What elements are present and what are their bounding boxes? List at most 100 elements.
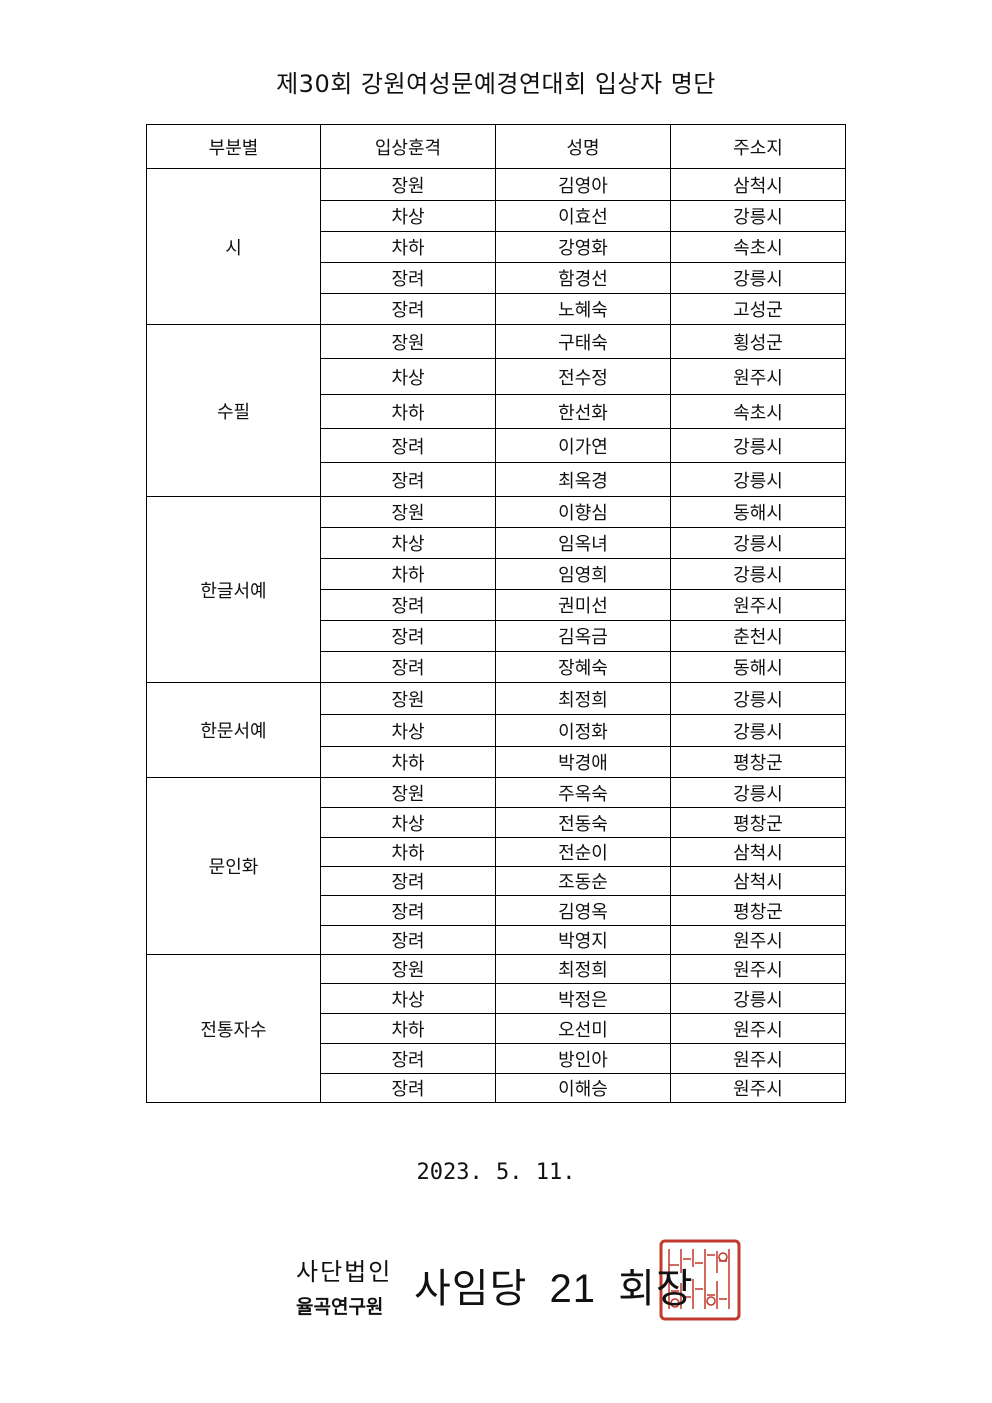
award-cell: 장려 <box>320 895 496 926</box>
award-cell: 차하 <box>320 231 496 263</box>
address-cell: 고성군 <box>670 293 846 325</box>
address-cell: 강릉시 <box>670 777 846 808</box>
table-row: 장려 권미선 원주시 <box>147 589 846 621</box>
name-cell: 함경선 <box>495 262 671 294</box>
name-cell: 이정화 <box>495 714 671 747</box>
name-cell: 임영희 <box>495 558 671 590</box>
name-cell: 이가연 <box>495 428 671 463</box>
table-row: 장려 조동순 삼척시 <box>147 866 846 896</box>
table-row: 장려 이가연 강릉시 <box>147 428 846 463</box>
address-cell: 원주시 <box>670 358 846 395</box>
name-cell: 장혜숙 <box>495 651 671 683</box>
official-seal-stamp <box>659 1239 741 1321</box>
document-date: 2023. 5. 11. <box>416 1160 576 1185</box>
address-cell: 삼척시 <box>670 866 846 896</box>
org-line-2: 율곡연구원 <box>296 1296 384 1318</box>
table-row: 차상 임옥녀 강릉시 <box>147 527 846 559</box>
address-cell: 삼척시 <box>670 168 846 201</box>
address-cell: 평창군 <box>670 807 846 838</box>
table-row: 장려 노혜숙 고성군 <box>147 293 846 325</box>
table-row: 차상 전동숙 평창군 <box>147 807 846 838</box>
award-cell: 장려 <box>320 866 496 896</box>
table-row: 차하 임영희 강릉시 <box>147 558 846 590</box>
table-row: 차하 오선미 원주시 <box>147 1013 846 1044</box>
name-cell: 구태숙 <box>495 324 671 359</box>
table-row: 차상 전수정 원주시 <box>147 358 846 395</box>
chair-title: 사임당 21 회장 <box>414 1267 694 1311</box>
award-cell: 장려 <box>320 1073 496 1103</box>
name-cell: 박정은 <box>495 983 671 1014</box>
award-cell: 장원 <box>320 777 496 808</box>
name-cell: 전수정 <box>495 358 671 395</box>
name-cell: 주옥숙 <box>495 777 671 808</box>
award-cell: 차하 <box>320 394 496 429</box>
table-row: 한글서예 장원 이향심 동해시 <box>146 496 846 683</box>
award-cell: 차하 <box>320 1013 496 1044</box>
award-cell: 장려 <box>320 620 496 652</box>
name-cell: 이향심 <box>495 496 671 528</box>
award-cell: 장원 <box>320 168 496 201</box>
address-cell: 속초시 <box>670 231 846 263</box>
header-category: 부분별 <box>146 124 321 169</box>
award-cell: 차하 <box>320 837 496 867</box>
name-cell: 이효선 <box>495 200 671 232</box>
table-row: 문인화 장원 주옥숙 강릉시 <box>146 777 846 955</box>
address-cell: 원주시 <box>670 589 846 621</box>
award-cell: 장려 <box>320 651 496 683</box>
name-cell: 김영옥 <box>495 895 671 926</box>
name-cell: 최옥경 <box>495 462 671 497</box>
name-cell: 박경애 <box>495 746 671 778</box>
address-cell: 강릉시 <box>670 714 846 747</box>
name-cell: 전순이 <box>495 837 671 867</box>
name-cell: 오선미 <box>495 1013 671 1044</box>
address-cell: 강릉시 <box>670 983 846 1014</box>
award-cell: 장원 <box>320 324 496 359</box>
name-cell: 임옥녀 <box>495 527 671 559</box>
award-cell: 장원 <box>320 682 496 715</box>
award-cell: 장려 <box>320 1043 496 1074</box>
table-row: 차하 강영화 속초시 <box>147 231 846 263</box>
document-title: 제30회 강원여성문예경연대회 입상자 명단 <box>276 70 716 98</box>
name-cell: 한선화 <box>495 394 671 429</box>
award-cell: 차상 <box>320 527 496 559</box>
award-cell: 장원 <box>320 496 496 528</box>
table-row: 장려 최옥경 강릉시 <box>147 462 846 497</box>
table-row: 수필 장원 구태숙 횡성군 <box>146 324 846 497</box>
name-cell: 강영화 <box>495 231 671 263</box>
name-cell: 최정희 <box>495 954 671 984</box>
table-row: 한문서예 장원 최정희 강릉시 <box>146 682 846 778</box>
award-cell: 차상 <box>320 983 496 1014</box>
address-cell: 동해시 <box>670 496 846 528</box>
award-cell: 차상 <box>320 807 496 838</box>
name-cell: 전동숙 <box>495 807 671 838</box>
address-cell: 횡성군 <box>670 324 846 359</box>
table-row: 시 장원 김영아 삼척시 <box>146 168 846 325</box>
table-row: 차하 한선화 속초시 <box>147 394 846 429</box>
name-cell: 방인아 <box>495 1043 671 1074</box>
award-cell: 장려 <box>320 293 496 325</box>
name-cell: 권미선 <box>495 589 671 621</box>
award-cell: 장원 <box>320 954 496 984</box>
category-cell: 전통자수 <box>146 954 321 1103</box>
address-cell: 원주시 <box>670 1013 846 1044</box>
name-cell: 이해승 <box>495 1073 671 1103</box>
address-cell: 평창군 <box>670 895 846 926</box>
address-cell: 강릉시 <box>670 200 846 232</box>
category-cell: 한글서예 <box>146 496 321 683</box>
header-award: 입상훈격 <box>320 124 496 169</box>
table-row: 장려 이해승 원주시 <box>147 1073 846 1103</box>
table-row: 장려 김영옥 평창군 <box>147 895 846 926</box>
address-cell: 강릉시 <box>670 462 846 497</box>
name-cell: 김영아 <box>495 168 671 201</box>
award-cell: 차상 <box>320 714 496 747</box>
address-cell: 평창군 <box>670 746 846 778</box>
table-row: 장려 함경선 강릉시 <box>147 262 846 294</box>
table-header-row: 부분별 입상훈격 성명 주소지 <box>146 124 846 169</box>
awardee-table: 부분별 입상훈격 성명 주소지 시 장원 김영아 삼척시 차상 이효선 강릉시 차하 강영화 속초… <box>146 124 846 1103</box>
address-cell: 원주시 <box>670 1043 846 1074</box>
org-line-1: 사단법인 <box>296 1258 393 1286</box>
award-cell: 장려 <box>320 589 496 621</box>
name-cell: 박영지 <box>495 925 671 955</box>
name-cell: 노혜숙 <box>495 293 671 325</box>
